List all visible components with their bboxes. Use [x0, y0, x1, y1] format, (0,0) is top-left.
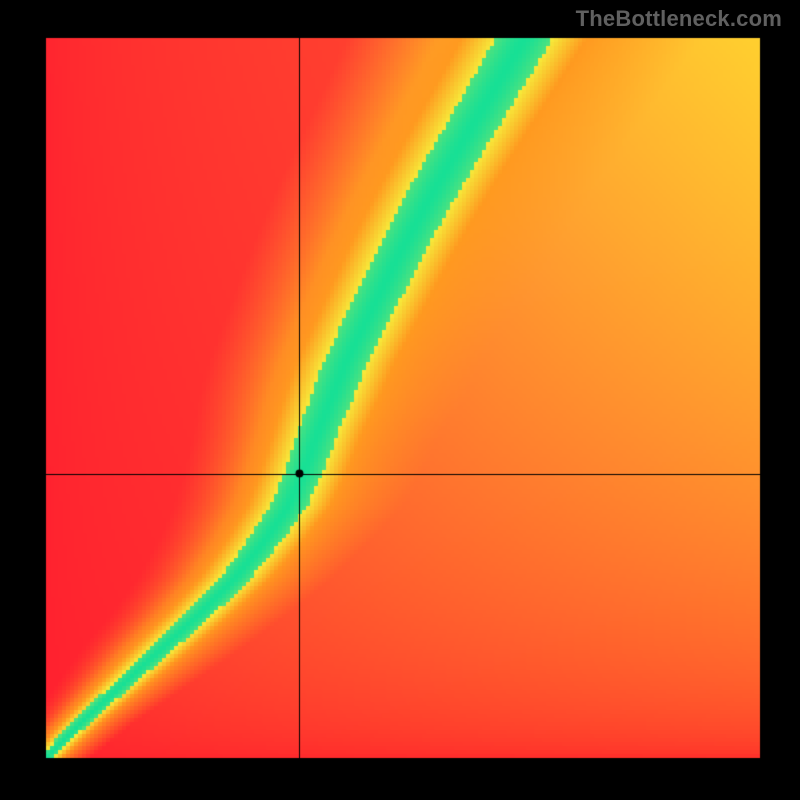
bottleneck-heatmap [0, 0, 800, 800]
watermark-text: TheBottleneck.com [576, 6, 782, 32]
chart-container: TheBottleneck.com [0, 0, 800, 800]
